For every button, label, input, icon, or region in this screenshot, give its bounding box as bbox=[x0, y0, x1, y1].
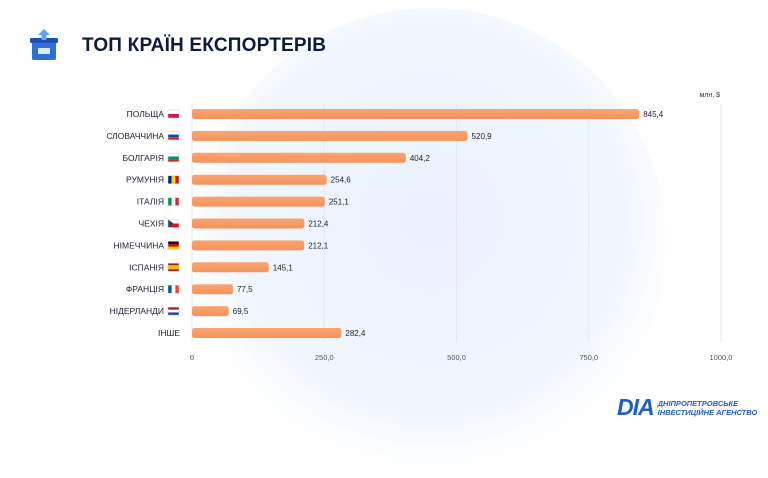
x-tick-label: 250,0 bbox=[315, 353, 334, 362]
bar-value-label: 251,1 bbox=[329, 198, 350, 207]
bar-value-label: 282,4 bbox=[345, 329, 366, 338]
bar bbox=[192, 218, 305, 229]
category-label: ІНШЕ bbox=[158, 328, 180, 338]
category-label: РУМУНІЯ bbox=[126, 175, 164, 185]
flag-pl-icon bbox=[167, 109, 180, 119]
bar-value-label: 845,4 bbox=[643, 110, 664, 119]
logo-mark: DIA bbox=[617, 394, 655, 420]
bar-value-label: 77,5 bbox=[237, 285, 253, 294]
category-label: ІСПАНІЯ bbox=[129, 262, 164, 272]
category-label: СЛОВАЧЧИНА bbox=[106, 131, 164, 141]
flag-fr-icon bbox=[167, 284, 180, 294]
x-tick-label: 1000,0 bbox=[710, 353, 733, 362]
bar bbox=[192, 240, 305, 251]
category-label: НІДЕРЛАНДИ bbox=[110, 306, 164, 316]
bar bbox=[192, 196, 325, 207]
category-label: ФРАНЦІЯ bbox=[126, 284, 164, 294]
bar-chart: 0 250,0 500,0 750,0 1000,0 млн, $ ПОЛЬЩА 845,4 С… bbox=[106, 92, 733, 362]
flag-it-icon bbox=[167, 197, 180, 206]
x-tick-label: 500,0 bbox=[447, 353, 466, 362]
unit-label: млн, $ bbox=[699, 92, 720, 99]
bar bbox=[192, 328, 342, 338]
flag-de-icon bbox=[167, 241, 180, 250]
bar-value-label: 212,1 bbox=[308, 241, 329, 250]
flag-bg-icon bbox=[167, 153, 180, 163]
x-tick-label: 750,0 bbox=[579, 353, 598, 362]
agency-logo: DIA ДНІПРОПЕТРОВСЬКЕ ІНВЕСТИЦІЙНЕ АГЕНСТ… bbox=[617, 396, 757, 419]
flag-cz-icon bbox=[167, 219, 180, 228]
flag-es-icon bbox=[167, 263, 180, 272]
flag-ro-icon bbox=[167, 175, 180, 184]
category-label: ІТАЛІЯ bbox=[137, 197, 164, 207]
bar-value-label: 254,6 bbox=[331, 176, 352, 185]
bar bbox=[192, 174, 327, 185]
bar-value-label: 69,5 bbox=[233, 307, 249, 316]
bar-value-label: 404,2 bbox=[410, 154, 431, 163]
bar bbox=[192, 152, 406, 163]
logo-text: ДНІПРОПЕТРОВСЬКЕ ІНВЕСТИЦІЙНЕ АГЕНСТВО bbox=[658, 399, 758, 417]
page-title: ТОП КРАЇН ЕКСПОРТЕРІВ bbox=[82, 35, 327, 56]
logo-line-1: ДНІПРОПЕТРОВСЬКЕ bbox=[657, 398, 739, 408]
category-label: НІМЕЧЧИНА bbox=[114, 240, 165, 250]
bar-value-label: 520,9 bbox=[472, 132, 493, 141]
bar bbox=[192, 130, 468, 141]
flag-sk-icon bbox=[167, 131, 180, 141]
box-export-icon bbox=[24, 26, 64, 66]
bar bbox=[192, 109, 640, 119]
bar-value-label: 145,1 bbox=[273, 263, 294, 272]
bar bbox=[192, 262, 269, 273]
category-label: БОЛГАРІЯ bbox=[123, 153, 164, 163]
logo-line-2: ІНВЕСТИЦІЙНЕ АГЕНСТВО bbox=[657, 407, 758, 417]
bar bbox=[192, 284, 233, 295]
category-label: ЧЕХІЯ bbox=[138, 219, 164, 229]
bar bbox=[192, 306, 229, 317]
flag-nl-icon bbox=[167, 306, 180, 316]
category-label: ПОЛЬЩА bbox=[127, 109, 165, 119]
x-tick-label: 0 bbox=[190, 353, 194, 362]
bar-value-label: 212,4 bbox=[308, 220, 329, 229]
page-header: ТОП КРАЇН ЕКСПОРТЕРІВ bbox=[24, 26, 326, 66]
